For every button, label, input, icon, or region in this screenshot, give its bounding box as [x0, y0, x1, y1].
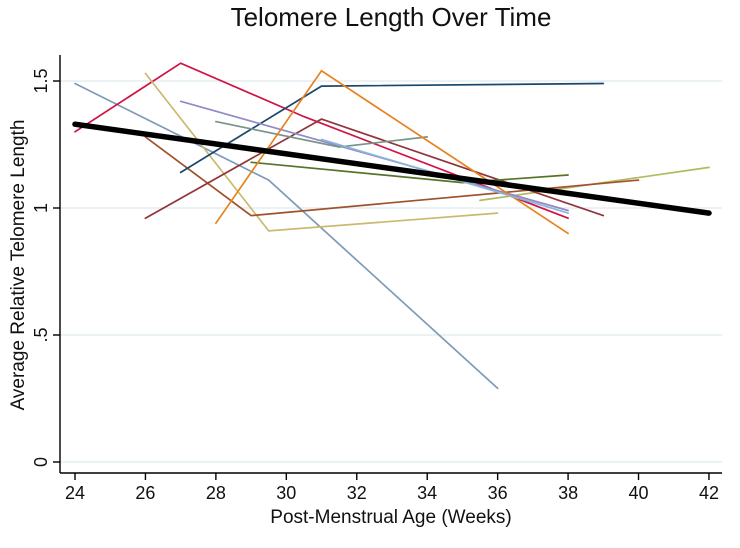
series-line-subject-crimson — [74, 62, 569, 220]
x-tick-label: 34 — [417, 483, 437, 503]
x-tick-label: 24 — [65, 483, 85, 503]
x-axis-title: Post-Menstrual Age (Weeks) — [270, 507, 512, 528]
series-line-subject-forest-green — [250, 161, 569, 184]
x-tick-label: 30 — [276, 483, 296, 503]
x-tick-label: 40 — [629, 483, 649, 503]
x-tick-label: 28 — [206, 483, 226, 503]
trend-line — [72, 121, 712, 216]
series-line-subject-teal — [215, 120, 429, 148]
x-tick-label: 42 — [699, 483, 719, 503]
x-tick-label: 36 — [488, 483, 508, 503]
x-tick-label: 32 — [347, 483, 367, 503]
chart-title: Telomere Length Over Time — [230, 2, 552, 32]
x-tick-label: 38 — [558, 483, 578, 503]
y-tick-label: 0 — [31, 457, 51, 467]
series-line-subject-khaki — [144, 72, 499, 232]
y-tick-label: 1 — [31, 203, 51, 213]
y-tick-label: .5 — [31, 327, 51, 342]
series-line-subject-sienna — [144, 136, 640, 217]
x-tick-label: 26 — [135, 483, 155, 503]
y-tick-label: 1.5 — [31, 68, 51, 93]
y-axis-title: Average Relative Telomere Length — [8, 119, 29, 411]
series-line-subject-steel-blue — [74, 82, 499, 390]
